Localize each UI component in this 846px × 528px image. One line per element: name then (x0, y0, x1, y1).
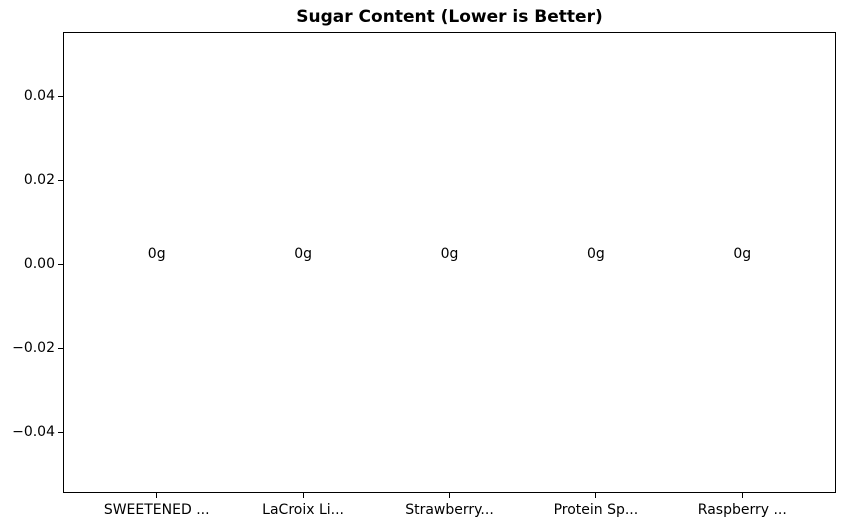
x-tick-label: Strawberry... (405, 502, 494, 518)
x-tick-label: Protein Sp... (553, 502, 639, 518)
y-tick-label: 0.00 (23, 256, 55, 273)
bar-value-label: 0g (147, 245, 166, 262)
bar-value-label: 0g (733, 245, 752, 262)
y-tick-label: 0.04 (23, 88, 55, 105)
bar-value-label: 0g (440, 245, 459, 262)
y-tick-mark (58, 431, 63, 433)
y-tick-label: −0.02 (12, 339, 55, 356)
plot-area (63, 32, 836, 493)
y-tick-mark (58, 96, 63, 98)
y-tick-label: 0.02 (23, 172, 55, 189)
bar-value-label: 0g (586, 245, 605, 262)
x-tick-label: Raspberry ... (697, 502, 787, 518)
chart-title: Sugar Content (Lower is Better) (296, 7, 603, 27)
x-tick-label: SWEETENED ... (103, 502, 210, 518)
x-tick-mark (741, 493, 743, 498)
x-tick-label: LaCroix Li... (262, 502, 345, 518)
y-tick-mark (58, 347, 63, 349)
y-tick-mark (58, 180, 63, 182)
x-tick-mark (595, 493, 597, 498)
bar-value-label: 0g (294, 245, 312, 262)
x-tick-mark (302, 493, 304, 498)
x-tick-mark (156, 493, 158, 498)
y-tick-label: −0.04 (12, 423, 55, 440)
x-tick-mark (449, 493, 450, 498)
y-tick-mark (58, 264, 63, 266)
